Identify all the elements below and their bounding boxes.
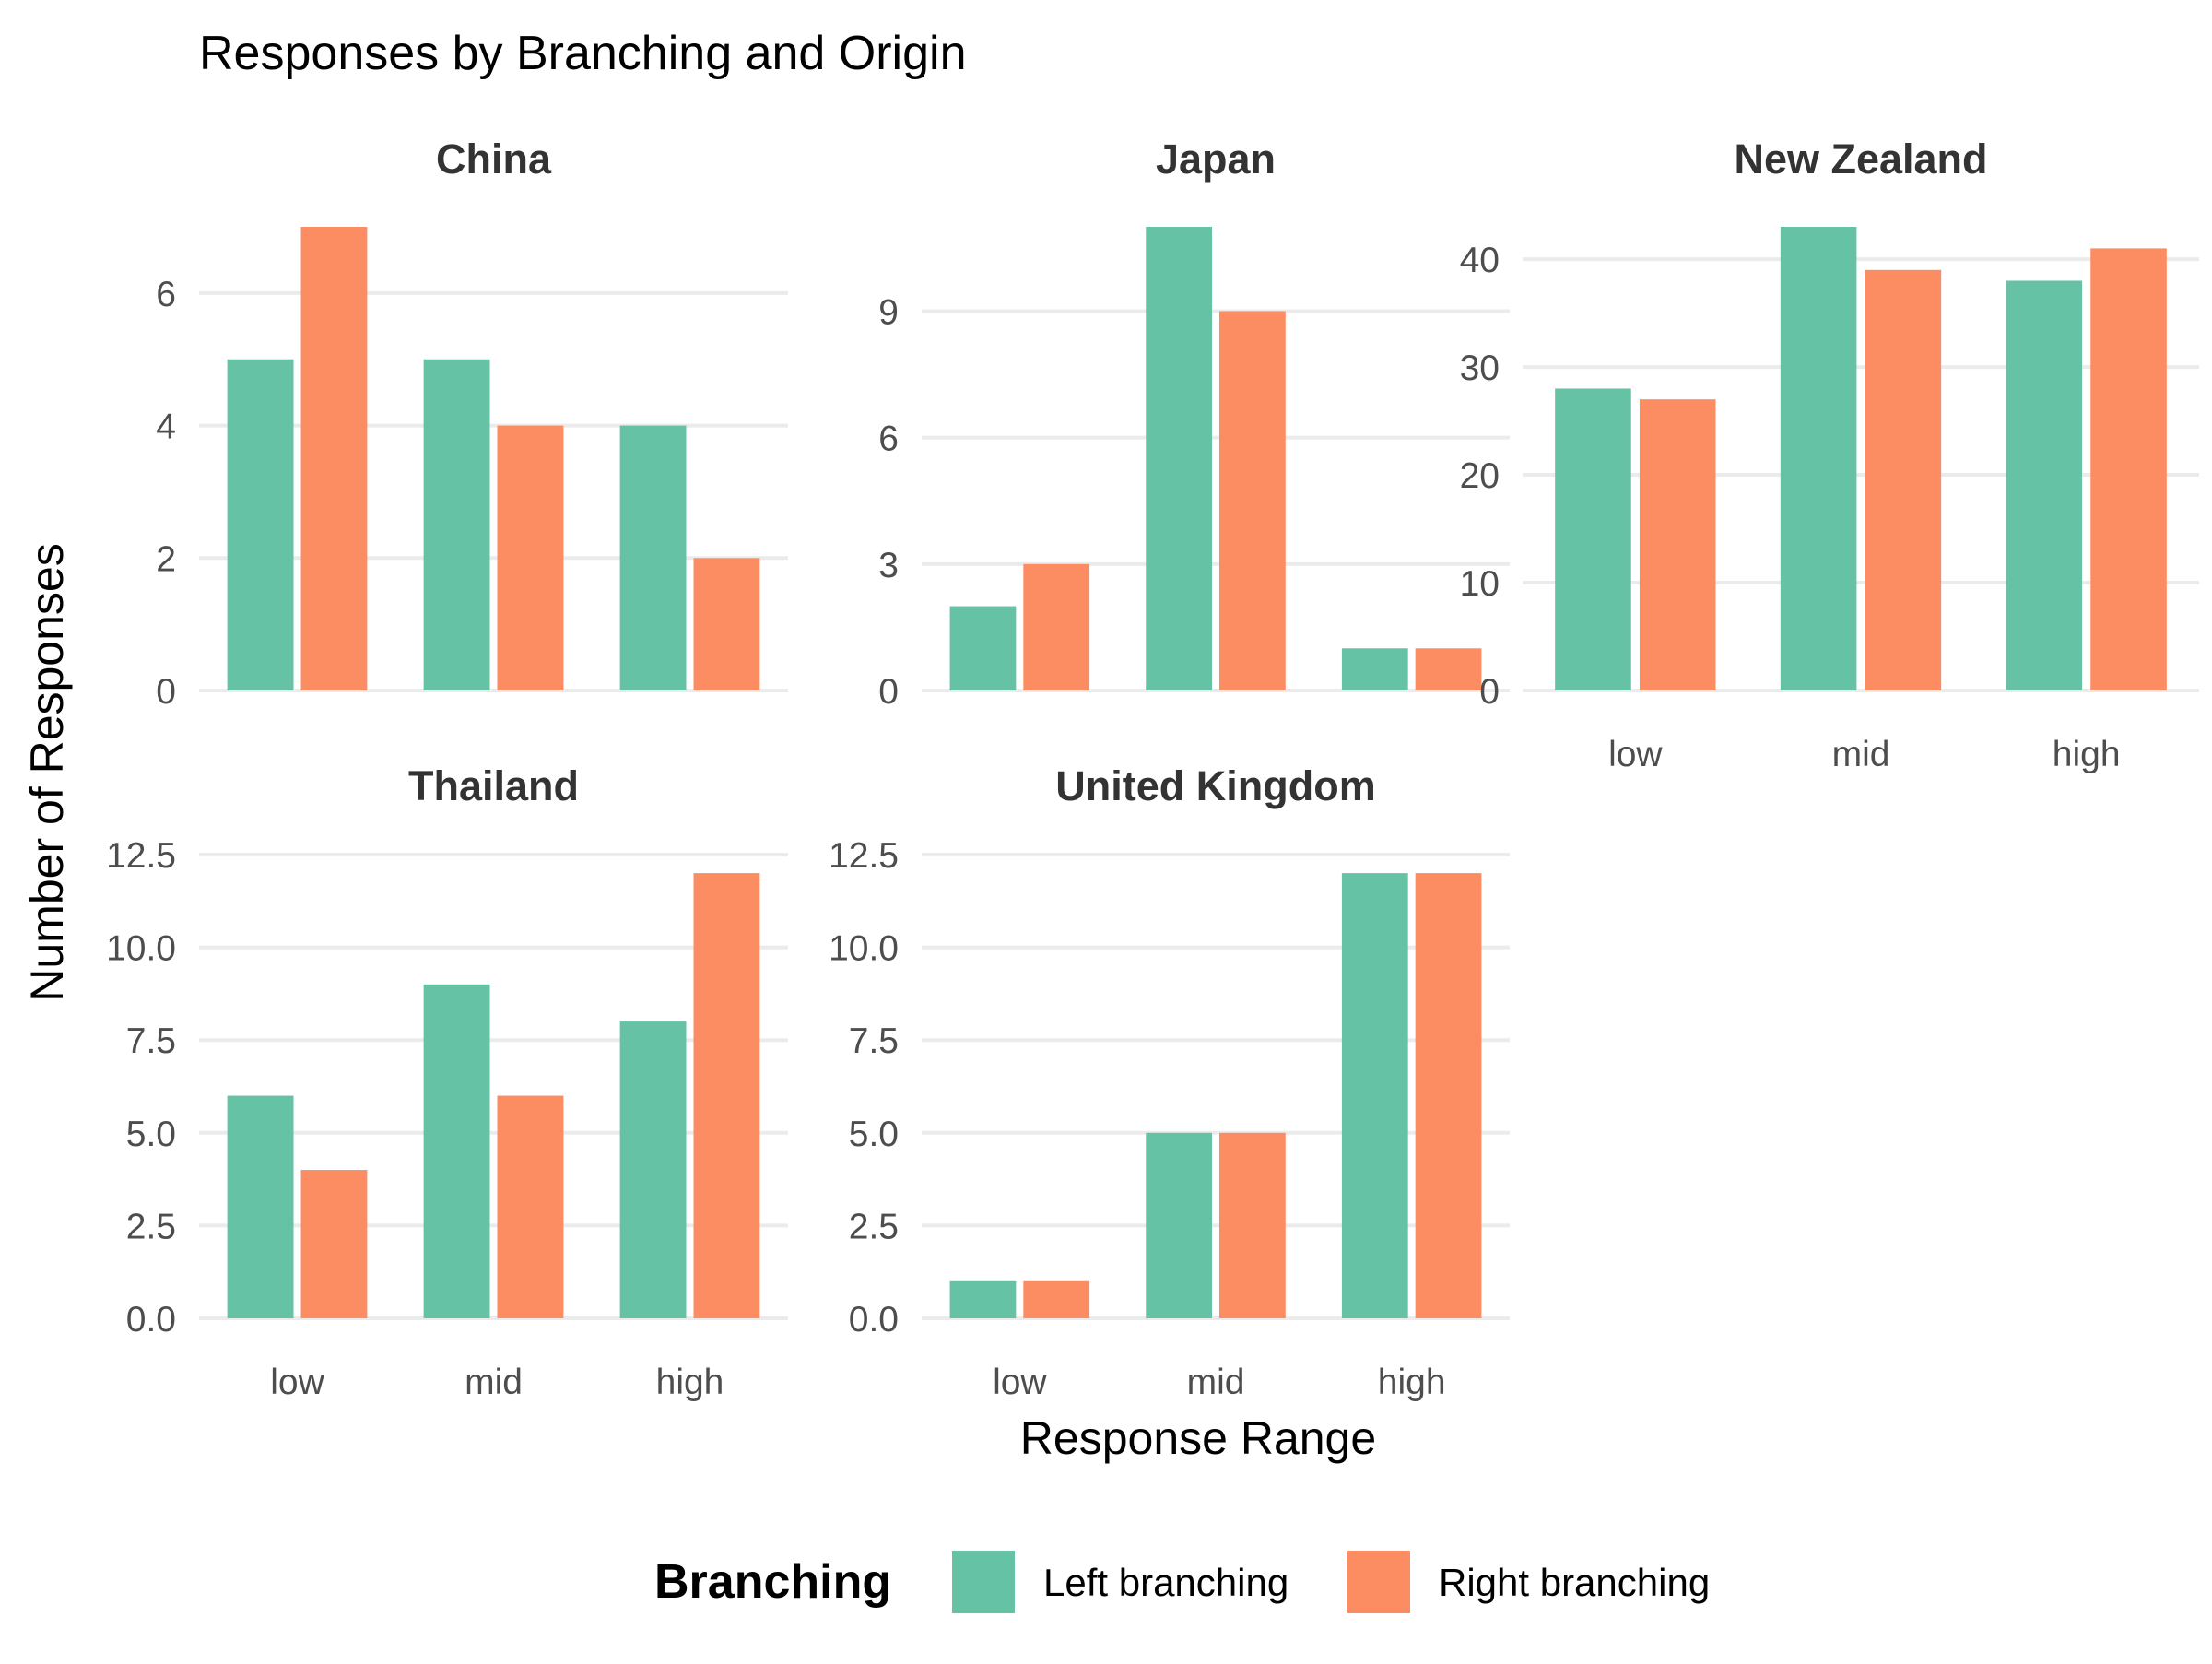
- bar-united-kingdom-high-right-branching: [1415, 873, 1482, 1318]
- y-tick-label: 7.5: [126, 1021, 176, 1061]
- y-tick-label: 4: [156, 407, 176, 447]
- y-tick-label: 40: [1460, 241, 1500, 280]
- bar-thailand-low-left-branching: [227, 1095, 294, 1318]
- y-tick-label: 6: [878, 419, 899, 459]
- bar-japan-high-left-branching: [1341, 648, 1408, 690]
- panels: China 0 2 4 6 Japan 0 3 6 9 New Zealand 0 10 20 30 40 lo…: [106, 136, 2199, 1402]
- x-tick-label: high: [1378, 1363, 1446, 1402]
- y-tick-label: 5.0: [849, 1115, 899, 1154]
- legend-label-left-branching: Left branching: [1043, 1561, 1288, 1604]
- panel-title-united-kingdom: United Kingdom: [1055, 762, 1375, 809]
- x-tick-label: low: [1608, 735, 1663, 774]
- bar-united-kingdom-mid-left-branching: [1146, 1132, 1213, 1318]
- x-axis-title: Response Range: [1020, 1412, 1376, 1464]
- x-tick-label: high: [656, 1363, 724, 1402]
- x-tick-label: low: [993, 1363, 1047, 1402]
- bar-japan-high-right-branching: [1415, 648, 1482, 690]
- y-tick-label: 2.5: [126, 1207, 176, 1246]
- y-tick-label: 3: [878, 546, 899, 585]
- y-tick-label: 30: [1460, 348, 1500, 388]
- bar-new-zealand-mid-right-branching: [1865, 269, 1942, 690]
- legend-title: Branching: [654, 1555, 891, 1609]
- y-tick-label: 10: [1460, 564, 1500, 604]
- bar-china-low-right-branching: [300, 227, 368, 690]
- y-tick-label: 6: [156, 275, 176, 314]
- chart-title: Responses by Branching and Origin: [199, 27, 966, 80]
- y-tick-label: 0: [1479, 672, 1500, 712]
- y-tick-label: 0.0: [126, 1300, 176, 1339]
- bar-china-high-right-branching: [693, 558, 760, 690]
- legend-label-right-branching: Right branching: [1439, 1561, 1710, 1604]
- y-tick-label: 0: [878, 672, 899, 712]
- bar-china-mid-right-branching: [497, 425, 564, 690]
- panel-new-zealand: New Zealand 0 10 20 30 40 low mid high: [1460, 136, 2199, 774]
- y-tick-label: 2: [156, 539, 176, 579]
- bar-thailand-low-right-branching: [300, 1170, 368, 1318]
- x-tick-label: mid: [465, 1363, 523, 1402]
- y-tick-label: 20: [1460, 456, 1500, 496]
- bar-united-kingdom-mid-right-branching: [1218, 1132, 1286, 1318]
- bar-china-high-left-branching: [619, 425, 687, 690]
- bar-china-mid-left-branching: [423, 359, 490, 690]
- y-tick-label: 10.0: [106, 929, 176, 969]
- bar-united-kingdom-low-left-branching: [949, 1280, 1017, 1318]
- bar-japan-mid-right-branching: [1218, 311, 1286, 690]
- y-tick-label: 9: [878, 292, 899, 332]
- legend: Branching Left branching Right branching: [654, 1551, 1710, 1613]
- bar-china-low-left-branching: [227, 359, 294, 690]
- bar-new-zealand-low-right-branching: [1639, 399, 1716, 690]
- bar-japan-low-left-branching: [949, 606, 1017, 690]
- bar-new-zealand-mid-left-branching: [1780, 227, 1857, 690]
- bar-united-kingdom-low-right-branching: [1023, 1280, 1090, 1318]
- y-tick-label: 2.5: [849, 1207, 899, 1246]
- bar-japan-mid-left-branching: [1146, 227, 1213, 690]
- y-tick-label: 0.0: [849, 1300, 899, 1339]
- bar-new-zealand-low-left-branching: [1555, 388, 1631, 690]
- legend-key-right-branching: [1347, 1551, 1410, 1613]
- bar-new-zealand-high-right-branching: [2090, 248, 2167, 690]
- panel-japan: Japan 0 3 6 9: [878, 136, 1510, 712]
- bar-japan-low-right-branching: [1023, 563, 1090, 690]
- panel-china: China 0 2 4 6: [156, 136, 788, 712]
- panel-title-china: China: [436, 136, 552, 183]
- y-tick-label: 0: [156, 672, 176, 712]
- panel-thailand: Thailand 0.0 2.5 5.0 7.5 10.0 12.5 low mid high: [106, 762, 788, 1402]
- y-axis-title: Number of Responses: [21, 543, 73, 1001]
- bar-new-zealand-high-left-branching: [2006, 280, 2083, 690]
- y-tick-label: 10.0: [829, 929, 899, 969]
- panel-title-new-zealand: New Zealand: [1734, 136, 1987, 183]
- panel-united-kingdom: United Kingdom 0.0 2.5 5.0 7.5 10.0 12.5 low mid…: [829, 762, 1510, 1402]
- y-tick-label: 7.5: [849, 1021, 899, 1061]
- x-tick-label: low: [270, 1363, 324, 1402]
- bar-thailand-high-left-branching: [619, 1021, 687, 1318]
- x-tick-label: mid: [1187, 1363, 1245, 1402]
- bar-thailand-mid-right-branching: [497, 1095, 564, 1318]
- panel-title-japan: Japan: [1156, 136, 1276, 183]
- legend-key-left-branching: [952, 1551, 1015, 1613]
- bar-thailand-mid-left-branching: [423, 984, 490, 1318]
- y-tick-label: 5.0: [126, 1115, 176, 1154]
- x-tick-label: mid: [1832, 735, 1890, 774]
- bar-united-kingdom-high-left-branching: [1341, 873, 1408, 1318]
- y-tick-label: 12.5: [106, 836, 176, 876]
- bar-thailand-high-right-branching: [693, 873, 760, 1318]
- y-tick-label: 12.5: [829, 836, 899, 876]
- panel-title-thailand: Thailand: [408, 762, 579, 809]
- x-tick-label: high: [2053, 735, 2121, 774]
